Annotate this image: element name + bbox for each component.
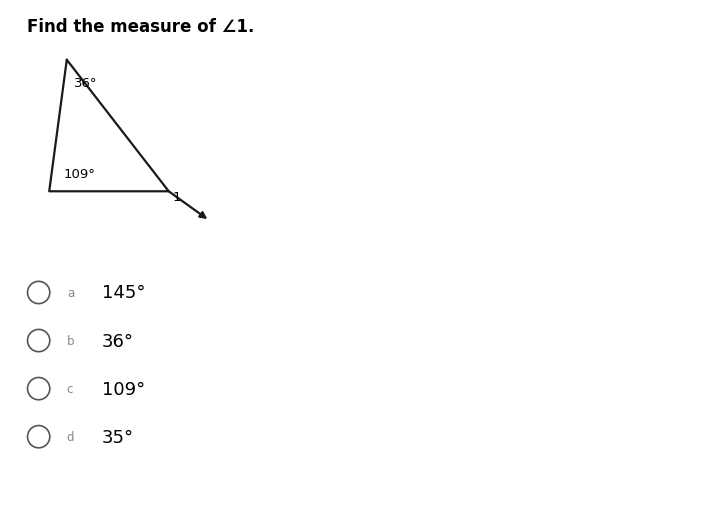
Text: 109°: 109° [102,380,146,398]
Text: c: c [67,382,73,395]
Text: 36°: 36° [102,332,134,350]
Text: 35°: 35° [102,428,134,446]
Text: b: b [67,334,75,347]
Text: 1: 1 [172,191,181,204]
Text: a: a [67,286,74,299]
Text: 36°: 36° [74,77,97,90]
Text: Find the measure of ∠1.: Find the measure of ∠1. [27,18,254,36]
Text: 145°: 145° [102,284,146,302]
Text: 109°: 109° [63,168,95,181]
Text: d: d [67,430,75,443]
